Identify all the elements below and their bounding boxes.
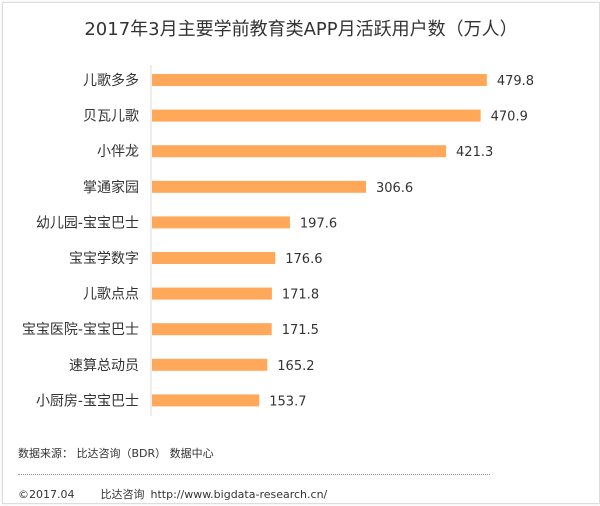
data-source: 数据来源： 比达咨询（BDR） 数据中心 <box>18 447 214 460</box>
bar <box>152 252 276 264</box>
data-label: 306.6 <box>376 181 413 196</box>
category-label: 速算总动员 <box>69 358 139 374</box>
bar <box>152 394 260 407</box>
footer: ©2017.04 比达咨询 http://www.bigdata-research.… <box>18 486 353 502</box>
data-label: 153.7 <box>269 394 306 409</box>
category-label: 儿歌点点 <box>83 287 139 303</box>
bar-chart: 儿歌多多 479.8 贝瓦儿歌 470.9 小伴龙 421.3 掌通家园 306.6 幼儿园-宝… <box>22 65 534 416</box>
bar <box>152 180 366 193</box>
company: 比达咨询 <box>100 488 145 501</box>
category-label: 贝瓦儿歌 <box>83 109 139 125</box>
data-label: 171.8 <box>282 288 319 303</box>
bar <box>152 109 481 122</box>
category-label: 小伴龙 <box>97 144 139 160</box>
data-label: 470.9 <box>491 110 528 125</box>
category-label: 小厨房-宝宝巴士 <box>36 393 139 409</box>
category-label: 宝宝学数字 <box>69 251 139 267</box>
data-label: 176.6 <box>285 252 322 267</box>
category-label: 掌通家园 <box>83 179 139 196</box>
category-label: 宝宝医院-宝宝巴士 <box>22 322 139 338</box>
bar <box>152 323 272 336</box>
data-label: 197.6 <box>300 216 337 231</box>
chart-title: 2017年3月主要学前教育类APP月活跃用户数（万人） <box>84 19 518 40</box>
bar <box>152 216 290 229</box>
data-label: 165.2 <box>277 359 314 374</box>
data-label: 479.8 <box>497 74 534 89</box>
copyright: ©2017.04 <box>18 488 75 501</box>
url-link[interactable]: http://www.bigdata-research.cn/ <box>150 488 328 501</box>
bar <box>152 358 268 371</box>
category-label: 儿歌多多 <box>83 72 139 89</box>
data-label: 421.3 <box>456 145 493 160</box>
category-label: 幼儿园-宝宝巴士 <box>36 215 139 231</box>
data-label: 171.5 <box>282 323 319 338</box>
bar <box>152 287 272 300</box>
bar <box>152 74 487 86</box>
bar <box>152 145 447 158</box>
divider <box>18 474 490 475</box>
